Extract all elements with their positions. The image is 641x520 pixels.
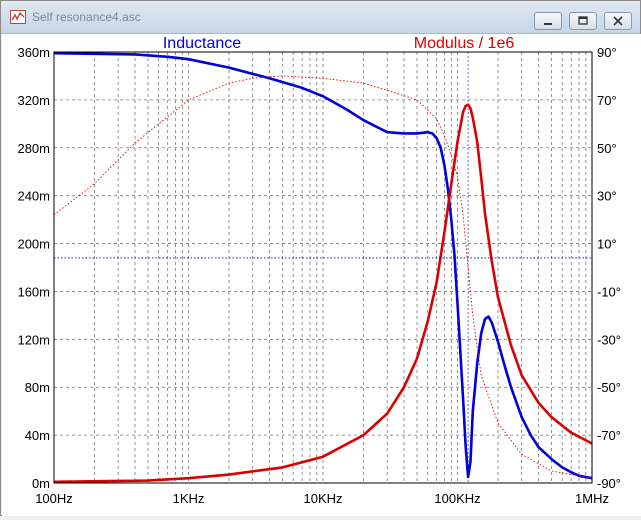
close-button[interactable] (604, 12, 632, 30)
x-tick-label: 100KHz (434, 491, 480, 506)
right-tick-label: -70° (597, 428, 621, 443)
right-tick-label: 50° (597, 141, 617, 156)
left-tick-label: 200m (17, 237, 50, 252)
left-tick-label: 0m (32, 476, 50, 491)
left-tick-label: 40m (25, 428, 50, 443)
right-tick-label: 30° (597, 189, 617, 204)
x-tick-label: 1KHz (173, 491, 205, 506)
window-title: Self resonance4.asc (32, 10, 141, 24)
left-tick-label: 80m (25, 380, 50, 395)
right-tick-label: -90° (597, 476, 621, 491)
right-tick-label: 90° (597, 45, 617, 60)
left-tick-label: 120m (17, 332, 50, 347)
trace-modulus-1e6 (53, 103, 593, 484)
title-bar[interactable]: Self resonance4.asc (1, 1, 640, 34)
left-tick-label: 280m (17, 141, 50, 156)
trace-label-inductance[interactable]: Inductance (163, 35, 241, 52)
left-tick-label: 240m (17, 189, 50, 204)
trace-label-modulus[interactable]: Modulus / 1e6 (414, 35, 515, 52)
x-tick-label: 1MHz (575, 491, 609, 506)
x-axis-ticks: 100Hz 1KHz 10KHz 100KHz 1MHz (35, 491, 609, 506)
plot-frame (53, 51, 593, 484)
left-tick-label: 160m (17, 284, 50, 299)
left-tick-label: 360m (17, 45, 50, 60)
trace-inductance (53, 51, 593, 480)
right-tick-label: 10° (597, 237, 617, 252)
bode-plot[interactable]: Inductance Modulus / 1e6 0m 40m 80m 120m 160… (2, 34, 641, 516)
right-axis-ticks: -90° -70° -50° -30° -10° 10° 30° 50° 70° 90° (597, 45, 621, 491)
waveform-app-icon (10, 10, 26, 24)
x-tick-label: 10KHz (303, 491, 342, 506)
left-axis-ticks: 0m 40m 80m 120m 160m 200m 240m 280m 320m 360m (17, 45, 50, 491)
trace-phase-dotted (53, 75, 593, 479)
right-tick-label: -10° (597, 284, 621, 299)
right-tick-label: 70° (597, 93, 617, 108)
restore-button[interactable] (569, 12, 597, 30)
minimize-button[interactable] (534, 12, 562, 30)
right-tick-label: -50° (597, 380, 621, 395)
plot-traces (53, 51, 593, 484)
minimize-icon (544, 23, 552, 25)
right-tick-label: -30° (597, 332, 621, 347)
x-tick-label: 100Hz (35, 491, 73, 506)
plot-pane[interactable]: Inductance Modulus / 1e6 0m 40m 80m 120m 160… (2, 34, 641, 516)
left-tick-label: 320m (17, 93, 50, 108)
plot-grid (53, 51, 593, 484)
close-icon (613, 16, 623, 26)
restore-icon (578, 16, 588, 25)
